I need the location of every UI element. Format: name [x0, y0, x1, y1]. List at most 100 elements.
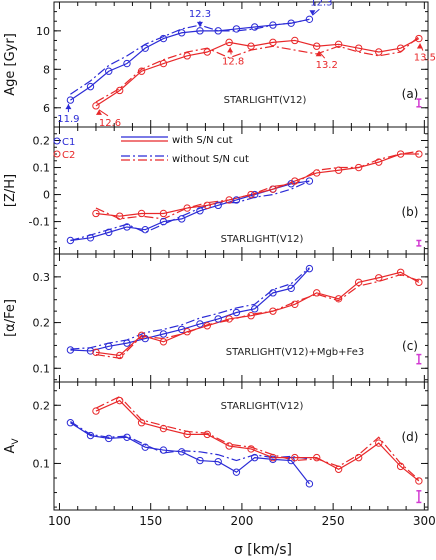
panel-c-c2-point	[269, 307, 277, 315]
panel-a-c1-point	[159, 34, 168, 43]
panel-d-c2-point	[396, 462, 405, 471]
text-labels: 6 8 10 Age [Gyr] STARLIGHT(V12) (a) 12.3 12.3 11…	[3, 0, 436, 528]
panel-d-c2-point	[225, 442, 233, 450]
panel-d-c1-point	[196, 456, 204, 465]
panel-frames	[53, 1, 429, 511]
panel-c-c2-point	[396, 268, 405, 276]
panel-d-frame	[53, 381, 429, 511]
panel-a-annotation-arrowhead	[315, 51, 322, 57]
panel-d-ytick-label: 0.2	[33, 399, 51, 412]
panel-d-c2-point	[137, 419, 146, 427]
legend-label-without-cut: without S/N cut	[172, 154, 249, 165]
x-tick-label: 200	[230, 514, 253, 528]
panel-d-c1-point	[214, 458, 222, 466]
panel-b-c2-point	[247, 190, 255, 199]
panel-c-c1-point	[159, 330, 168, 338]
legend-label-c1: C1	[62, 137, 75, 148]
panel-c-c2-point	[247, 312, 255, 320]
panel-a-c1-point	[287, 19, 295, 27]
panel-a-c2-line-cut	[95, 38, 420, 107]
panel-b-c1-line-cut	[70, 180, 310, 242]
panel-a-c2-point	[291, 36, 299, 45]
panel-d-c2-point	[203, 430, 211, 439]
panel-c-c1-point	[214, 315, 222, 323]
panel-c-y-axis-label: [α/Fe]	[3, 299, 18, 337]
panel-a-annotation-label: 12.3	[189, 9, 211, 20]
panel-d-c2-point	[313, 453, 321, 462]
panel-b-c2-point	[415, 150, 423, 158]
panel-b-c2-point	[334, 166, 343, 174]
panel-d-c2-line-cut	[95, 399, 420, 482]
panel-a-annotation-arrowhead	[65, 104, 72, 110]
panel-b-c2-point	[375, 158, 383, 166]
panel-a-c2-point	[115, 86, 124, 95]
panel-d-c1-point	[86, 431, 95, 440]
panel-b-c2-point	[269, 185, 277, 193]
panel-c-c2-point	[137, 331, 146, 340]
x-tick-label: 250	[322, 514, 345, 528]
panel-a-c1-point	[305, 15, 314, 24]
panel-d-c1-point	[178, 448, 186, 456]
panel-a-annotation-label: 13.2	[316, 60, 338, 71]
panel-a-c2-point	[159, 59, 168, 68]
panel-c-c2-point	[291, 300, 299, 308]
panel-a-c1-point	[214, 27, 222, 35]
panel-b-c1-point	[141, 225, 149, 234]
panel-a-annotation-arrow	[312, 8, 320, 16]
panel-c-c1-point	[196, 320, 204, 328]
panel-a-c2-point	[375, 48, 383, 56]
panel-d-c2-point	[92, 407, 100, 415]
panel-d-c2-point	[115, 396, 124, 405]
panel-b-c2-point	[183, 204, 191, 212]
panel-d-c1-point	[305, 480, 314, 488]
panel-b-c1-point	[250, 190, 259, 199]
panel-c-c1-point	[105, 342, 113, 351]
panel-c-c2-line-no-cut	[95, 273, 420, 359]
panel-a-c2-point	[203, 48, 211, 56]
legend-marker-c1	[53, 137, 61, 145]
panel-b-c2-point	[159, 209, 168, 218]
panel-b-c2-line-no-cut	[95, 150, 419, 220]
legend-label-with-cut: with S/N cut	[172, 135, 233, 146]
panel-a-annotation-arrow	[318, 50, 326, 59]
panel-c-ytick-label: 0.3	[33, 271, 51, 284]
panel-a-annotation-arrow	[98, 109, 109, 117]
panel-a-c2-point	[313, 42, 321, 50]
panel-a-tag: (a)	[402, 87, 419, 101]
panel-a-annotation-label: 12.6	[99, 118, 121, 129]
panel-c-c2-point	[334, 295, 343, 303]
panel-d-c1-point	[159, 446, 168, 454]
panel-d-y-axis-label: AV	[3, 438, 21, 454]
panel-a-annotation-arrowhead	[309, 10, 316, 16]
panel-a-c2-point	[92, 102, 100, 110]
panel-a-c2-point	[415, 34, 423, 43]
panel-c-frame	[53, 253, 429, 383]
panel-b-method-label: STARLIGHT(V12)	[221, 234, 304, 245]
panel-b-c2-point	[92, 209, 100, 218]
panel-c-c2-point	[159, 338, 168, 346]
panel-a-c1-point	[105, 67, 113, 75]
panel-b-y-axis-label: [Z/H]	[3, 174, 18, 207]
panel-b-ytick-label: 0.2	[33, 135, 51, 148]
panel-d-c1-point	[141, 443, 149, 451]
panel-c-c2-line-cut	[95, 271, 420, 357]
panel-a-c1-point	[250, 23, 259, 31]
panel-b-c1-line-no-cut	[70, 180, 310, 242]
panel-a-c1-point	[86, 82, 95, 91]
panel-a-c2-point	[225, 38, 233, 47]
panel-a-annotation-arrowhead	[95, 109, 102, 115]
panel-b-c1-point	[305, 177, 314, 185]
panel-c-c2-point	[354, 278, 363, 287]
panel-c-tag: (c)	[402, 339, 418, 353]
panel-b-c1-point	[196, 207, 204, 215]
panel-b-c1-point	[86, 234, 95, 242]
panel-b-c1-point	[178, 215, 186, 223]
panel-a-ytick-label: 10	[36, 25, 50, 38]
panel-a-annotation-arrowhead	[196, 21, 203, 27]
panel-c-c2-point	[415, 278, 423, 287]
panel-a-c1-line-cut	[70, 18, 310, 101]
panel-a-c2-point	[396, 44, 405, 52]
panel-d-c1-point	[105, 434, 113, 443]
panel-b-c1-point	[66, 236, 75, 245]
panel-d-c2-point	[269, 453, 277, 462]
